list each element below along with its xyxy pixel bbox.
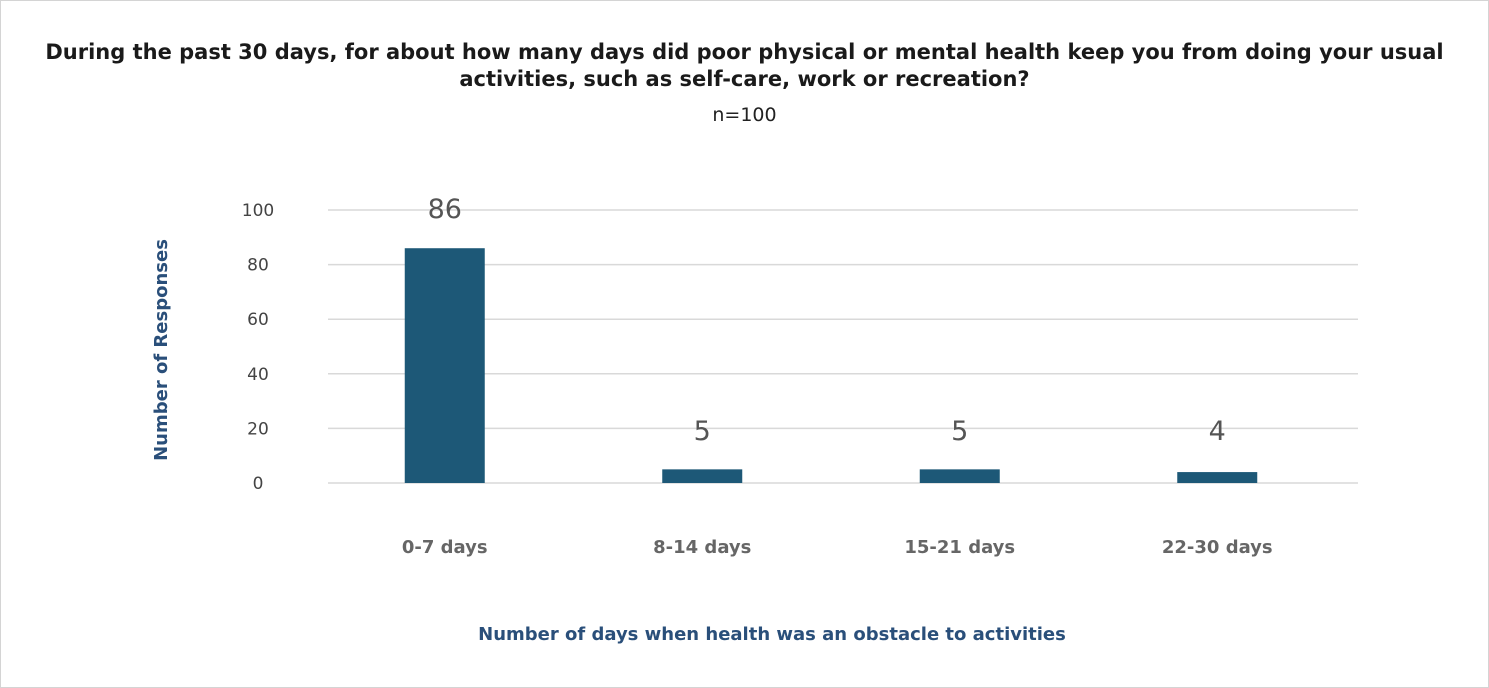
y-tick-label: 0 xyxy=(253,474,264,494)
bar xyxy=(404,248,485,483)
y-tick-label: 80 xyxy=(247,256,269,276)
bar xyxy=(1177,472,1258,483)
y-axis-ticks: 0 20 40 60 80 100 xyxy=(242,201,274,494)
y-axis-label: Number of Responses xyxy=(151,239,172,461)
y-tick-label: 20 xyxy=(247,419,269,439)
x-tick-label: 8-14 days xyxy=(653,537,751,558)
x-axis-label: Number of days when health was an obstac… xyxy=(478,624,1066,645)
x-axis-ticks: 0-7 days 8-14 days 15-21 days 22-30 days xyxy=(402,537,1273,558)
x-tick-label: 22-30 days xyxy=(1162,537,1273,558)
chart-subtitle: n=100 xyxy=(712,104,777,126)
chart-title: During the past 30 days, for about how m… xyxy=(45,40,1444,91)
data-labels: 86 5 5 4 xyxy=(428,194,1226,447)
x-tick-label: 15-21 days xyxy=(904,537,1015,558)
bars xyxy=(404,248,1258,483)
data-label: 5 xyxy=(951,416,968,447)
bar xyxy=(919,469,1000,483)
y-tick-label: 40 xyxy=(247,365,269,385)
y-tick-label: 100 xyxy=(242,201,274,221)
data-label: 4 xyxy=(1209,416,1226,447)
bar xyxy=(662,469,743,483)
data-label: 5 xyxy=(694,416,711,447)
data-label: 86 xyxy=(428,194,462,225)
x-tick-label: 0-7 days xyxy=(402,537,488,558)
y-tick-label: 60 xyxy=(247,310,269,330)
